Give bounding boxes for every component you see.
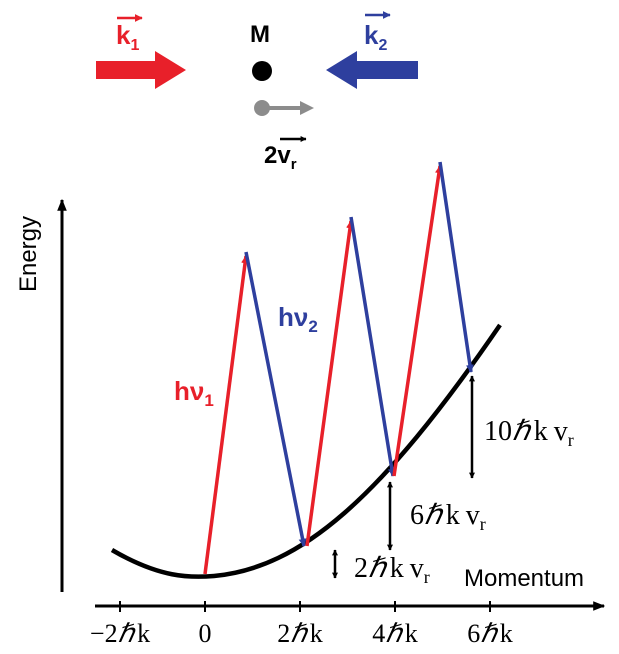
x-tick-label: 0 bbox=[199, 619, 212, 648]
energy-axis-label: Energy bbox=[15, 216, 42, 292]
x-tick-label: 2ℏ k bbox=[277, 619, 322, 648]
absorption-arrow bbox=[392, 165, 443, 477]
gap-label: 10ℏ k vr bbox=[484, 416, 574, 450]
x-tick-label: 4ℏ k bbox=[372, 619, 417, 648]
k1-arrow bbox=[96, 51, 186, 89]
recoil-dot bbox=[254, 100, 270, 116]
emission-arrow bbox=[349, 216, 396, 477]
recoil-atom bbox=[254, 100, 314, 116]
x-tick-label: −2ℏ k bbox=[90, 619, 150, 648]
absorption-arrow bbox=[305, 220, 354, 547]
x-tick-label: 6ℏ k bbox=[467, 619, 512, 648]
k2-label: k2 bbox=[364, 20, 387, 54]
absorption-arrow bbox=[203, 255, 250, 575]
k2-arrow bbox=[326, 51, 418, 89]
raman-transitions bbox=[203, 161, 474, 575]
atom-label: M bbox=[250, 21, 270, 48]
gap-label: 6ℏ k vr bbox=[410, 500, 486, 534]
energy-gap-6: 6ℏ k vr bbox=[387, 481, 486, 551]
x-ticks: −2ℏ k 0 2ℏ k 4ℏ k 6ℏ k bbox=[90, 601, 513, 648]
emission-arrow bbox=[244, 251, 307, 547]
emission-arrow bbox=[438, 161, 474, 373]
absorption-photon-label: hν1 bbox=[174, 376, 214, 410]
energy-gap-2: 2ℏ k vr bbox=[332, 549, 430, 587]
k1-label: k1 bbox=[116, 20, 139, 54]
recoil-arrow-head bbox=[300, 101, 314, 115]
gap-label: 2ℏ k vr bbox=[354, 553, 430, 587]
k1-beam: k1 bbox=[96, 14, 186, 89]
k2-beam: k2 bbox=[326, 11, 418, 89]
recoil-label: 2vr bbox=[264, 142, 297, 173]
energy-gap-10: 10ℏ k vr bbox=[469, 375, 574, 479]
atom-dot bbox=[252, 61, 272, 81]
momentum-axis-label: Momentum bbox=[464, 565, 584, 592]
dispersion-parabola bbox=[110, 323, 502, 579]
emission-photon-label: hν2 bbox=[278, 302, 318, 336]
